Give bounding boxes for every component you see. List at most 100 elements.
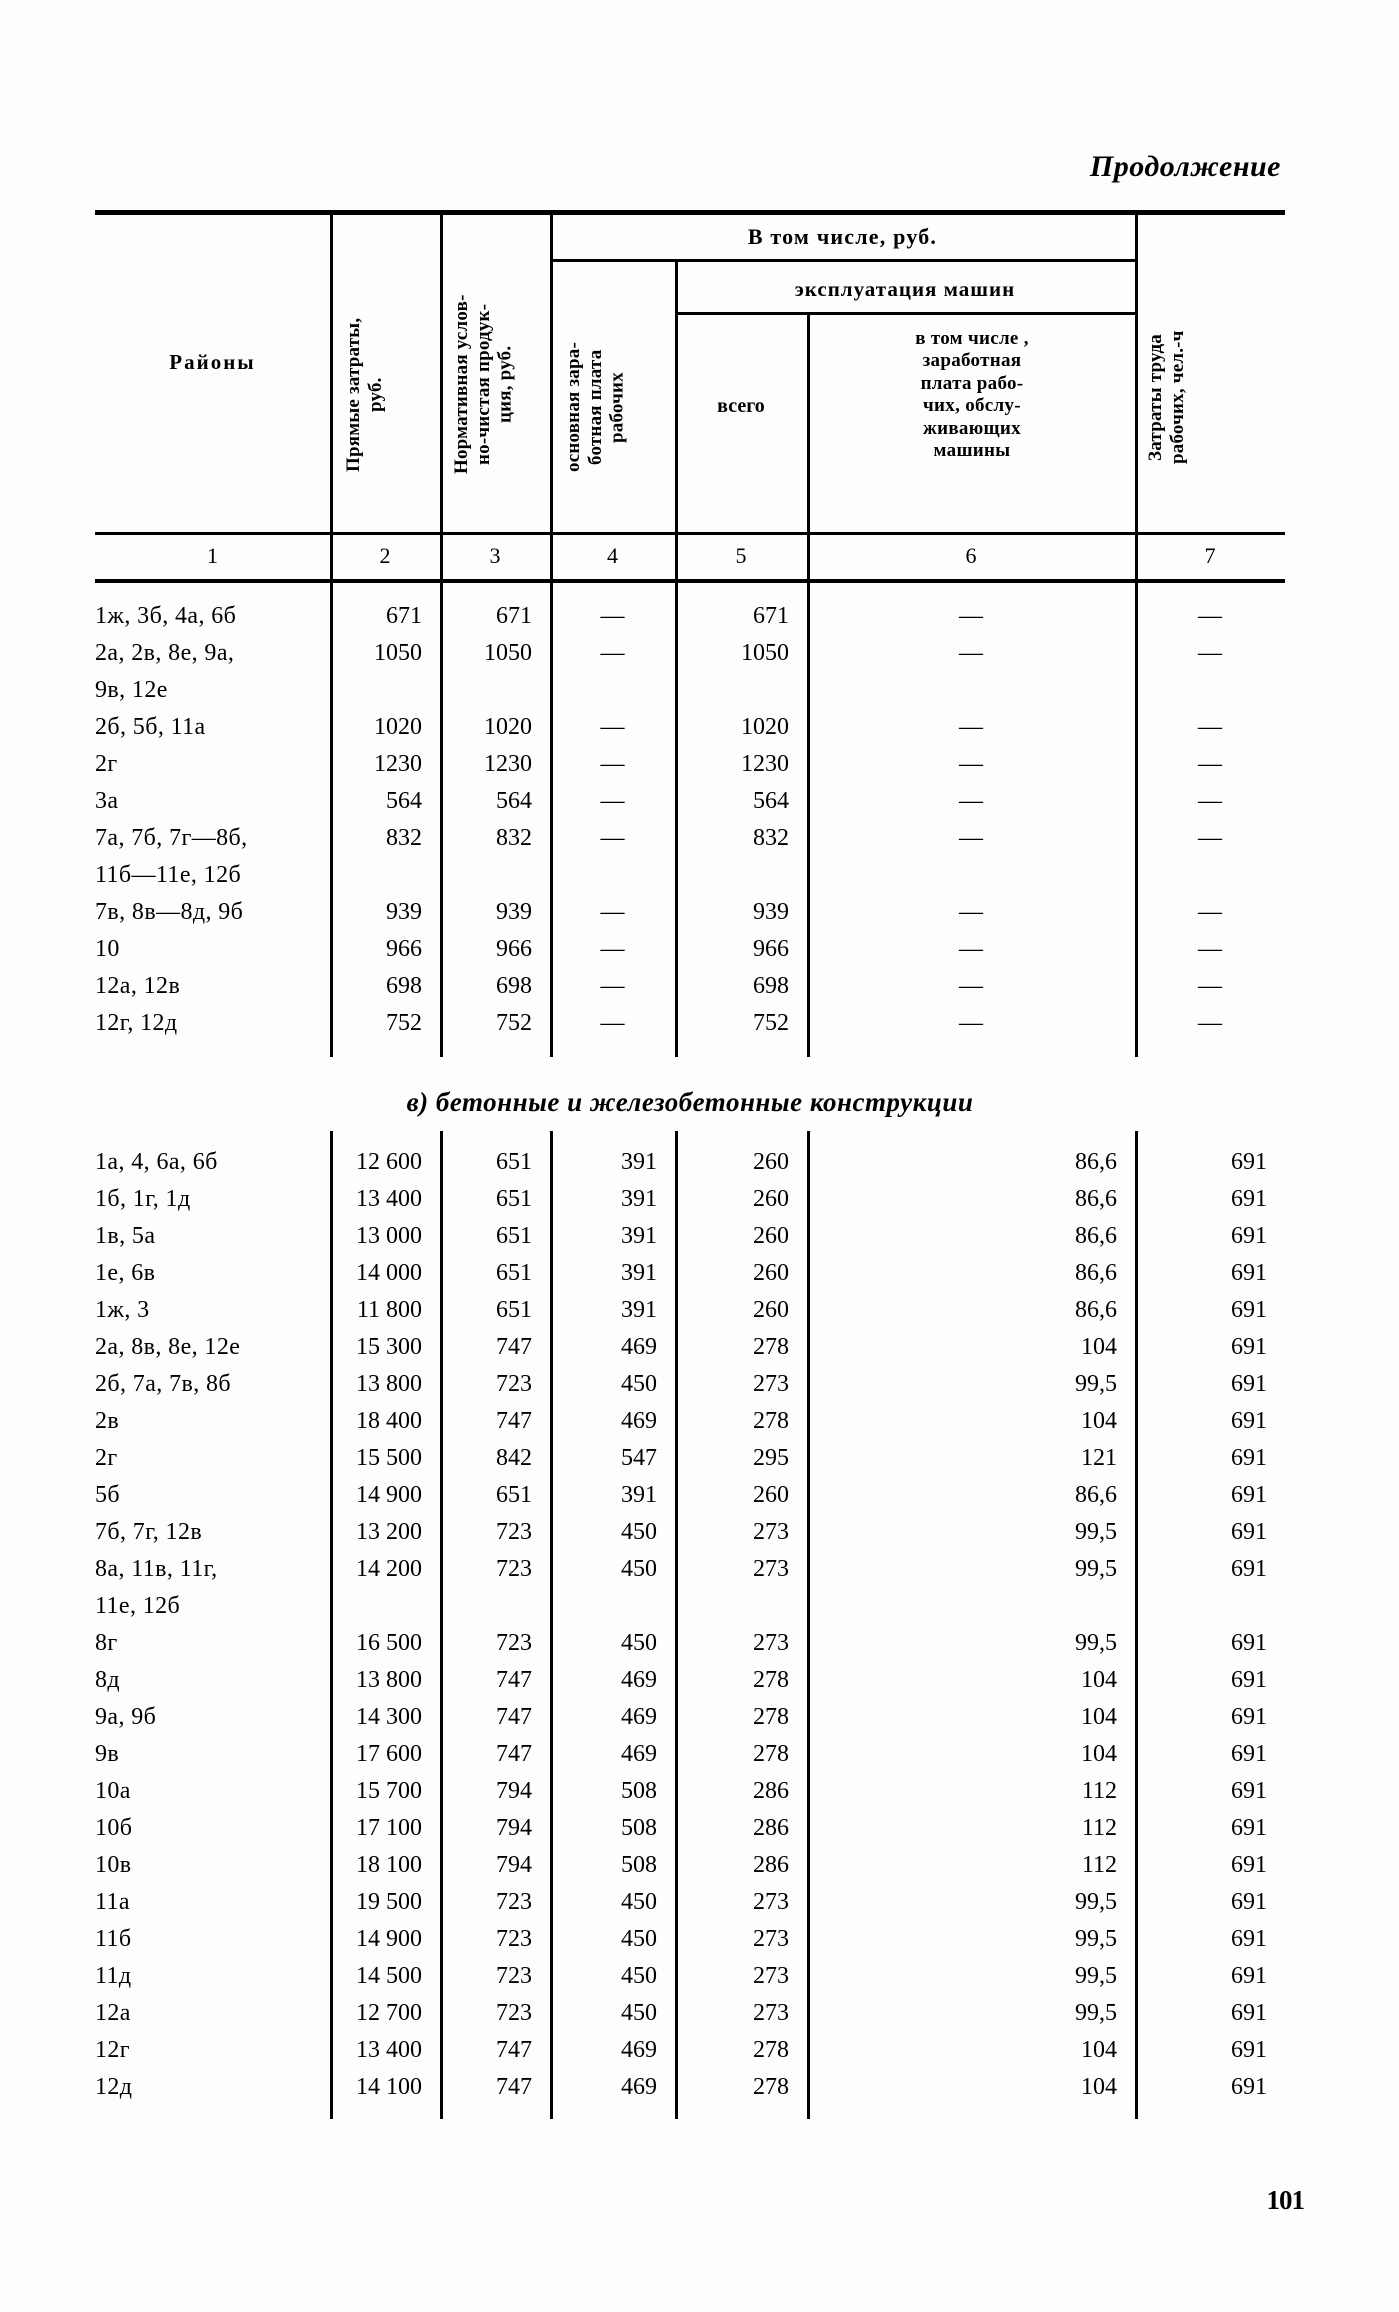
table-body: 1ж, 3б, 4а, 6б 671 671 — 671 — — 2а, 2в, 8е, 9а… xyxy=(95,581,1285,2141)
value-cell: 278 xyxy=(753,2074,789,2100)
value-cell: 13 000 xyxy=(356,1223,422,1249)
value-cell: 278 xyxy=(753,2037,789,2063)
value-cell: 391 xyxy=(621,1223,657,1249)
value-cell: 13 400 xyxy=(356,1186,422,1212)
value-cell: 99,5 xyxy=(1075,1630,1117,1656)
value-empty: — xyxy=(1198,899,1222,925)
value-cell: 99,5 xyxy=(1075,1926,1117,1952)
district-label: 1а, 4, 6а, 6б xyxy=(95,1149,218,1175)
value-empty: — xyxy=(600,825,625,851)
value-cell: 450 xyxy=(621,1963,657,1989)
value-cell: 18 100 xyxy=(356,1852,422,1878)
value-cell: 14 900 xyxy=(356,1926,422,1952)
value-cell: 691 xyxy=(1231,1926,1267,1952)
value-cell: 86,6 xyxy=(1075,1223,1117,1249)
value-empty: — xyxy=(959,714,983,740)
header-col4: основная зара- ботная плата рабочих xyxy=(563,342,628,473)
value-cell: 723 xyxy=(496,1963,532,1989)
value-cell: 391 xyxy=(621,1149,657,1175)
district-label: 11д xyxy=(95,1963,132,1989)
value-empty: — xyxy=(600,1010,625,1036)
value-cell: 14 000 xyxy=(356,1260,422,1286)
body-col-divider xyxy=(1135,581,1138,1057)
value-cell: 691 xyxy=(1231,1889,1267,1915)
value-empty: — xyxy=(959,788,983,814)
district-label: 9в xyxy=(95,1741,120,1767)
value-cell: 651 xyxy=(496,1482,532,1508)
value-cell: 564 xyxy=(753,788,789,814)
value-cell: 278 xyxy=(753,1704,789,1730)
value-cell: 86,6 xyxy=(1075,1149,1117,1175)
value-empty: — xyxy=(600,788,625,814)
value-cell: 14 100 xyxy=(356,2074,422,2100)
district-label: 5б xyxy=(95,1482,121,1508)
value-cell: 450 xyxy=(621,1371,657,1397)
value-cell: 13 800 xyxy=(356,1371,422,1397)
value-cell: 17 100 xyxy=(356,1815,422,1841)
value-cell: 13 200 xyxy=(356,1519,422,1545)
header-districts: Районы xyxy=(169,350,256,374)
district-label: 2а, 2в, 8е, 9а, xyxy=(95,640,235,666)
value-cell: 391 xyxy=(621,1260,657,1286)
value-cell: 564 xyxy=(386,788,422,814)
value-cell: 691 xyxy=(1231,1371,1267,1397)
value-cell: 691 xyxy=(1231,1149,1267,1175)
value-cell: 794 xyxy=(496,1815,532,1841)
district-label: 3а xyxy=(95,788,119,814)
district-label: 2в xyxy=(95,1408,120,1434)
value-cell: 832 xyxy=(386,825,422,851)
value-cell: 671 xyxy=(386,603,422,629)
value-cell: 17 600 xyxy=(356,1741,422,1767)
district-label: 2а, 8в, 8е, 12е xyxy=(95,1334,241,1360)
value-cell: 747 xyxy=(496,2037,532,2063)
page-number: 101 xyxy=(1266,2185,1305,2215)
value-cell: 939 xyxy=(753,899,789,925)
value-cell: 469 xyxy=(621,1667,657,1693)
value-cell: 469 xyxy=(621,2037,657,2063)
value-cell: 286 xyxy=(753,1778,789,1804)
value-cell: 966 xyxy=(496,936,532,962)
numrow-divider-6 xyxy=(1135,535,1138,581)
value-cell: 273 xyxy=(753,1519,789,1545)
value-cell: 99,5 xyxy=(1075,1963,1117,1989)
body-col-divider xyxy=(440,1131,443,2119)
value-cell: 273 xyxy=(753,1889,789,1915)
value-cell: 112 xyxy=(1081,1778,1117,1804)
district-label: 7б, 7г, 12в xyxy=(95,1519,203,1545)
colnum-7: 7 xyxy=(1204,543,1216,568)
district-label: 1ж, 3б, 4а, 6б xyxy=(95,603,237,629)
value-cell: 691 xyxy=(1231,1630,1267,1656)
colnum-5: 5 xyxy=(735,543,747,568)
value-cell: 260 xyxy=(753,1297,789,1323)
value-cell: 260 xyxy=(753,1482,789,1508)
value-empty: — xyxy=(959,973,983,999)
value-cell: 13 400 xyxy=(356,2037,422,2063)
value-cell: 469 xyxy=(621,1741,657,1767)
value-cell: 112 xyxy=(1081,1852,1117,1878)
value-cell: 698 xyxy=(753,973,789,999)
value-cell: 391 xyxy=(621,1482,657,1508)
value-cell: 14 900 xyxy=(356,1482,422,1508)
value-cell: 273 xyxy=(753,2000,789,2026)
value-cell: 1050 xyxy=(741,640,789,666)
col-divider-2 xyxy=(440,213,443,535)
numrow-divider-4 xyxy=(675,535,678,581)
value-cell: 12 700 xyxy=(356,2000,422,2026)
district-label: 10в xyxy=(95,1852,132,1878)
value-cell: 12 600 xyxy=(356,1149,422,1175)
value-cell: 19 500 xyxy=(356,1889,422,1915)
body-col-divider xyxy=(330,581,333,1057)
district-label: 12д xyxy=(95,2074,133,2100)
district-label: 12а xyxy=(95,2000,131,2026)
header-col5: всего xyxy=(717,395,765,417)
col-divider-4 xyxy=(675,262,678,535)
section-title: в) бетонные и железобетонные конструкции xyxy=(406,1087,974,1117)
value-cell: 747 xyxy=(496,1741,532,1767)
value-cell: 966 xyxy=(753,936,789,962)
value-cell: 1020 xyxy=(374,714,422,740)
value-cell: 450 xyxy=(621,1519,657,1545)
value-cell: 747 xyxy=(496,1334,532,1360)
district-label: 1е, 6в xyxy=(95,1260,156,1286)
table-header: В том числе, руб. эксплуатация машин Рай… xyxy=(95,210,1285,535)
value-cell: 104 xyxy=(1081,1741,1117,1767)
